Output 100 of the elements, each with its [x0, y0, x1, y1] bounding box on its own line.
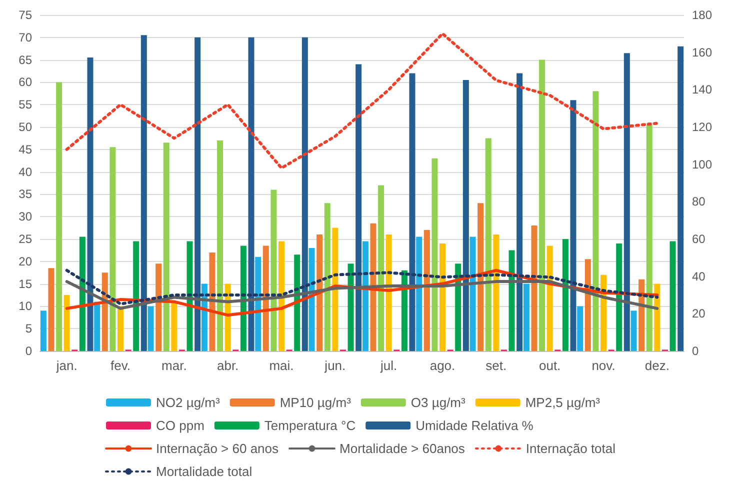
bar	[270, 190, 277, 351]
bar	[370, 223, 376, 351]
bar	[630, 310, 637, 351]
bar	[508, 250, 515, 351]
bar	[470, 236, 476, 351]
bar	[48, 268, 54, 351]
bar	[209, 252, 216, 351]
x-tick-label: abr.	[216, 358, 239, 373]
bar	[416, 236, 422, 351]
y-tick-label: 75	[18, 8, 32, 22]
bar	[670, 241, 676, 351]
bar	[348, 264, 354, 351]
y2-tick-label: 120	[692, 120, 712, 134]
y2-tick-label: 140	[692, 82, 712, 97]
bar	[638, 279, 645, 351]
x-tick-label: mai.	[269, 358, 294, 373]
bar	[592, 91, 599, 351]
x-tick-label: set.	[486, 358, 507, 373]
bar	[600, 274, 606, 351]
y2-tick-label: 100	[692, 157, 712, 172]
bar	[133, 241, 140, 351]
legend-label: Temperatura °C	[264, 418, 356, 433]
x-tick-label: out.	[538, 358, 561, 373]
bar	[56, 82, 62, 351]
x-tick-label: jul.	[380, 358, 398, 373]
bar	[616, 243, 622, 351]
bar	[40, 310, 46, 351]
bar	[194, 37, 201, 351]
bar	[570, 100, 576, 351]
bar	[102, 272, 108, 351]
bar	[646, 124, 652, 351]
legend-label: MP2,5 µg/m³	[525, 395, 601, 410]
x-tick-label: fev.	[110, 358, 130, 373]
bar	[455, 264, 462, 351]
bar	[678, 46, 684, 351]
bar	[110, 147, 116, 351]
x-tick-label: dez.	[644, 358, 670, 373]
bar	[516, 73, 523, 351]
y-tick-label: 60	[18, 75, 32, 90]
bar	[531, 226, 538, 351]
bar	[278, 241, 284, 351]
bar	[87, 58, 94, 351]
legend-label: Umidade Relativa %	[416, 418, 534, 433]
line-series	[65, 280, 659, 310]
x-tick-label: jan.	[55, 358, 78, 373]
y2-tick-label: 80	[692, 194, 706, 209]
bar	[64, 295, 70, 351]
legend-label: Mortalidade > 60anos	[340, 441, 466, 456]
y2-tick-label: 0	[692, 344, 699, 358]
y-tick-label: 40	[18, 164, 32, 179]
y-tick-label: 20	[18, 254, 32, 268]
bar	[356, 64, 362, 351]
y-tick-label: 35	[18, 187, 32, 202]
bar	[94, 302, 100, 351]
bar	[171, 302, 178, 351]
y-tick-label: 30	[18, 210, 32, 224]
y-tick-label: 45	[18, 142, 32, 156]
bar	[546, 246, 553, 351]
line-series	[65, 268, 659, 306]
y-tick-label: 70	[18, 30, 32, 44]
bar	[294, 254, 300, 351]
y2-tick-label: 40	[692, 269, 706, 284]
bar	[386, 234, 392, 351]
bar	[440, 243, 446, 351]
bar	[140, 35, 147, 351]
bar	[248, 37, 254, 351]
legend-label: Internação total	[526, 441, 616, 456]
bar	[624, 53, 630, 351]
y-tick-label: 50	[18, 120, 32, 134]
bar	[577, 306, 584, 351]
x-tick-label: mar.	[162, 358, 187, 373]
bar	[302, 37, 308, 351]
bar	[148, 306, 154, 351]
legend-label: CO ppm	[156, 418, 204, 433]
bar	[316, 234, 323, 351]
bar	[163, 142, 170, 351]
y2-tick-label: 60	[692, 232, 706, 246]
bar	[432, 158, 438, 351]
y-tick-label: 5	[25, 322, 32, 336]
bar	[308, 248, 315, 351]
bar	[156, 264, 162, 351]
bar	[378, 185, 384, 351]
bar	[118, 306, 124, 351]
bar	[523, 284, 530, 351]
legend-label: NO2 µg/m³	[156, 395, 221, 410]
bar	[217, 140, 224, 351]
legend-label: MP10 µg/m³	[280, 395, 352, 410]
bar	[654, 284, 660, 351]
y-tick-label: 10	[18, 299, 32, 314]
x-tick-label: jun.	[324, 358, 346, 373]
bar	[485, 138, 492, 351]
y-tick-label: 55	[18, 98, 32, 112]
legend-label: O3 µg/m³	[410, 395, 466, 410]
bar	[493, 234, 500, 351]
bar	[562, 239, 568, 351]
bar	[462, 80, 469, 351]
bar	[539, 60, 546, 351]
y2-tick-label: 180	[692, 8, 712, 22]
y2-tick-label: 160	[692, 45, 712, 60]
bar	[362, 241, 368, 351]
